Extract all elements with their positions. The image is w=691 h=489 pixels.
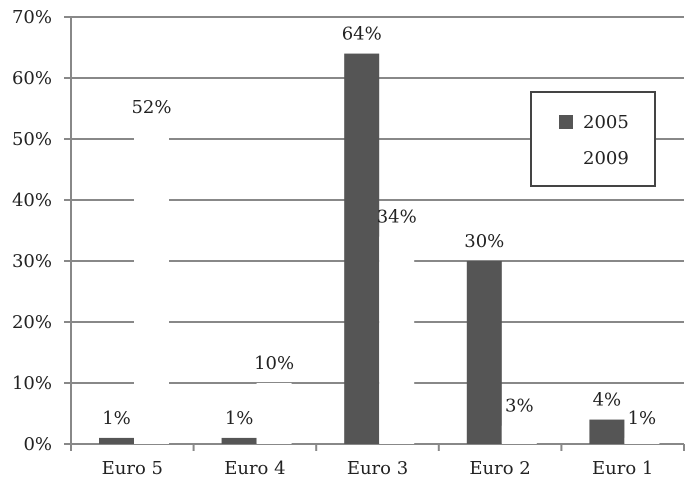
bar-2009 xyxy=(134,127,169,444)
legend-box xyxy=(531,92,655,186)
y-tick-label: 60% xyxy=(12,68,52,89)
bar-2005 xyxy=(589,420,624,444)
data-label-2005: 30% xyxy=(464,231,504,252)
bar-2005 xyxy=(344,54,379,444)
x-tick-label: Euro 2 xyxy=(469,458,530,479)
bar-2009 xyxy=(624,438,659,444)
legend-swatch xyxy=(559,115,573,129)
y-tick-label: 10% xyxy=(12,373,52,394)
x-tick-label: Euro 4 xyxy=(224,458,285,479)
x-tick-label: Euro 3 xyxy=(347,458,408,479)
data-label-2009: 52% xyxy=(131,97,171,118)
x-tick-label: Euro 1 xyxy=(592,458,653,479)
y-tick-label: 20% xyxy=(12,312,52,333)
bar-2005 xyxy=(99,438,134,444)
y-tick-label: 70% xyxy=(12,7,52,28)
y-tick-label: 0% xyxy=(23,434,52,455)
legend: 2005 2009 xyxy=(531,92,655,186)
bar-2009 xyxy=(257,383,292,444)
bar-2009 xyxy=(379,237,414,444)
data-label-2009: 1% xyxy=(628,408,657,429)
bar-2009 xyxy=(502,426,537,444)
data-label-2009: 34% xyxy=(377,207,417,228)
y-tick-label: 30% xyxy=(12,251,52,272)
data-label-2009: 3% xyxy=(505,396,534,417)
legend-label: 2005 xyxy=(583,112,629,133)
data-label-2005: 1% xyxy=(225,408,254,429)
legend-swatch xyxy=(559,151,573,165)
data-label-2005: 1% xyxy=(102,408,131,429)
bar-2005 xyxy=(467,261,502,444)
y-tick-label: 40% xyxy=(12,190,52,211)
data-label-2009: 10% xyxy=(254,353,294,374)
legend-label: 2009 xyxy=(583,148,629,169)
x-tick-label: Euro 5 xyxy=(102,458,163,479)
y-tick-label: 50% xyxy=(12,129,52,150)
bar-2005 xyxy=(222,438,257,444)
data-label-2005: 64% xyxy=(342,24,382,45)
data-label-2005: 4% xyxy=(593,390,622,411)
